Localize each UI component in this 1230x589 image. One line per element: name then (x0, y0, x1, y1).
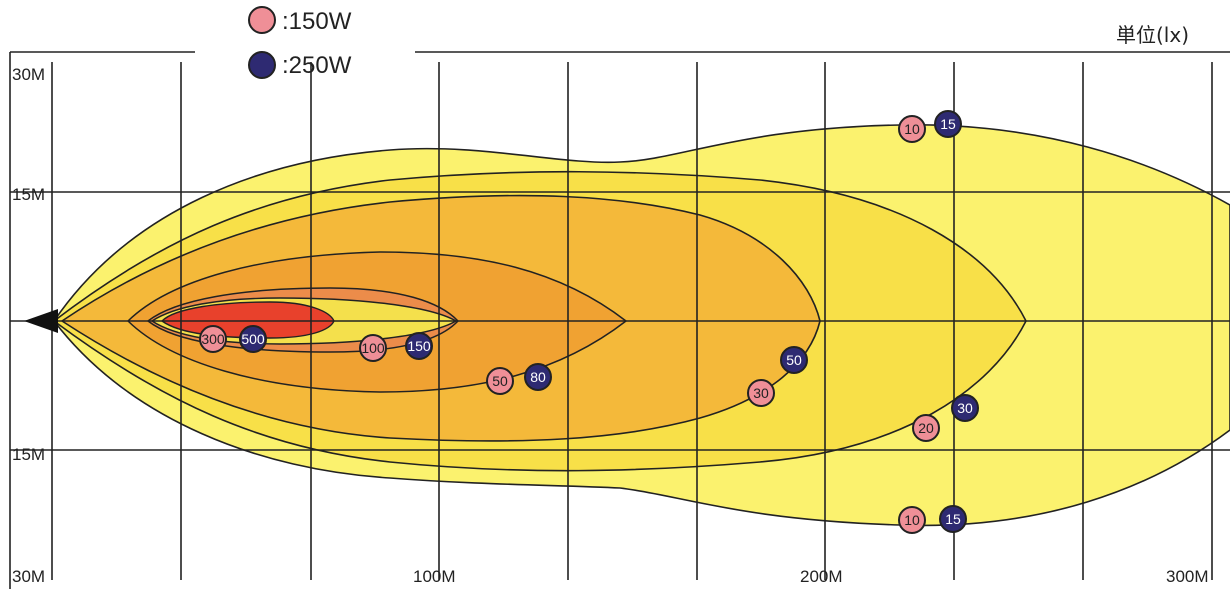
svg-text:150: 150 (407, 338, 431, 354)
x-tick-label: 100M (413, 567, 456, 586)
legend-150w-label: :150W (282, 8, 352, 35)
marker-250w: 50 (780, 346, 808, 374)
y-tick-label: 30M (12, 567, 45, 586)
svg-text:10: 10 (904, 121, 920, 137)
marker-150w: 10 (898, 115, 926, 143)
svg-text:15: 15 (940, 116, 956, 132)
svg-text:10: 10 (904, 512, 920, 528)
marker-250w: 500 (239, 325, 267, 353)
marker-150w: 300 (199, 325, 227, 353)
svg-text:100: 100 (361, 340, 385, 356)
y-tick-label: 15M (12, 445, 45, 464)
svg-text:300: 300 (201, 331, 225, 347)
svg-text:50: 50 (786, 352, 802, 368)
marker-250w: 80 (524, 363, 552, 391)
marker-250w: 150 (405, 332, 433, 360)
y-tick-label: 15M (12, 185, 45, 204)
marker-150w: 100 (359, 334, 387, 362)
svg-text:80: 80 (530, 369, 546, 385)
legend: :150W :250W (248, 6, 352, 79)
x-tick-label: 200M (800, 567, 843, 586)
unit-label: 単位(lx) (1116, 23, 1189, 47)
x-tick-label: 300M (1166, 567, 1209, 586)
marker-250w: 30 (951, 394, 979, 422)
marker-250w: 15 (934, 110, 962, 138)
svg-text:15: 15 (945, 511, 961, 527)
svg-text:30: 30 (957, 400, 973, 416)
light-source-marker (24, 309, 58, 333)
legend-150w-swatch (248, 6, 276, 34)
y-tick-label: 30M (12, 65, 45, 84)
marker-150w: 50 (486, 367, 514, 395)
lux-markers: 300 500 100 150 50 80 30 50 (199, 110, 979, 534)
marker-150w: 10 (898, 506, 926, 534)
marker-150w: 30 (747, 379, 775, 407)
legend-250w-swatch (248, 51, 276, 79)
grid (9, 51, 1230, 589)
marker-250w: 15 (939, 505, 967, 533)
svg-text:30: 30 (753, 385, 769, 401)
svg-text:500: 500 (241, 331, 265, 347)
legend-250w-label: :250W (282, 52, 352, 79)
svg-text:20: 20 (918, 420, 934, 436)
marker-150w: 20 (912, 414, 940, 442)
axis-labels: 30M 15M 15M 30M 100M 200M 300M (12, 65, 1209, 586)
svg-text:50: 50 (492, 373, 508, 389)
